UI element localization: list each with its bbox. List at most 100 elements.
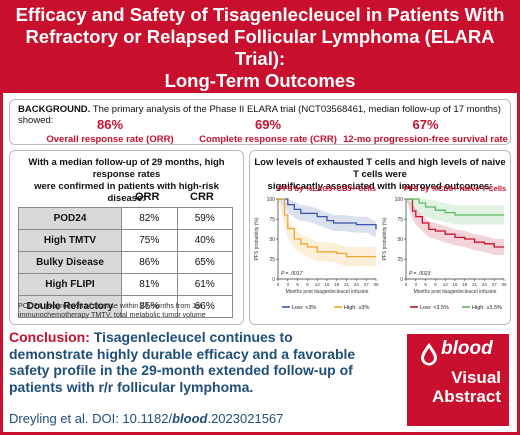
x-tick-label: 30 xyxy=(501,282,507,287)
x-tick-label: 9 xyxy=(434,282,437,287)
background-body: The primary analysis of the Phase II ELA… xyxy=(18,104,501,126)
citation-suffix: .2023021567 xyxy=(207,411,284,426)
conclusion-body: Tisagenlecleucel continues to demonstrat… xyxy=(9,329,356,395)
cell-crr: 59% xyxy=(176,207,233,230)
row-label: Bulky Disease xyxy=(18,251,122,274)
table-row: Bulky Disease 86% 65% xyxy=(18,251,233,274)
series-line xyxy=(278,198,376,258)
x-tick-label: 21 xyxy=(472,282,478,287)
row-label: POD24 xyxy=(18,207,122,230)
x-tick-label: 24 xyxy=(482,282,488,287)
badge-line-2: Abstract xyxy=(432,387,501,406)
table-row: POD24 82% 59% xyxy=(18,207,233,230)
y-tick-label: 0 xyxy=(272,277,275,283)
cell-orr: 82% xyxy=(121,207,178,230)
km-chart-2: PFS by %CD8+ Naive T-Cells PFS probabilit… xyxy=(382,184,507,311)
legend-label: Low: <3.5% xyxy=(420,305,449,311)
x-tick-label: 6 xyxy=(424,282,427,287)
ci-band xyxy=(406,199,504,255)
title-banner: Efficacy and Safety of Tisagenlecleucel … xyxy=(3,3,517,93)
p-value: P = .0017 xyxy=(281,271,303,277)
stat-pfs: 67% 12-mo progression-free survival rate xyxy=(338,117,513,145)
legend-label: High: ≥3.5% xyxy=(472,305,502,311)
x-tick-label: 18 xyxy=(462,282,468,287)
conclusion-label: Conclusion: xyxy=(9,329,90,345)
table-row: Double Refractory 85% 66% xyxy=(18,295,233,318)
footnote-line-2: immunochemotherapy TMTV, total metabolic… xyxy=(18,310,206,319)
chart-title: PFS by %CD8+ Naive T-Cells xyxy=(404,184,506,193)
series-line xyxy=(406,198,504,216)
stat-pfs-value: 67% xyxy=(412,117,439,132)
legend-label: Low: <3% xyxy=(292,305,316,311)
x-tick-label: 6 xyxy=(296,282,299,287)
km-chart-1: PFS by %LAG3+CD3+ Cells PFS probability (… xyxy=(254,184,379,311)
x-tick-label: 27 xyxy=(364,282,370,287)
cell-orr: 86% xyxy=(121,251,178,274)
x-tick-label: 0 xyxy=(405,282,408,287)
title-line-1: Efficacy and Safety of Tisagenlecleucel … xyxy=(15,4,505,25)
y-axis-label: PFS probability (%) xyxy=(382,217,388,260)
col-header-orr: ORR xyxy=(135,191,160,203)
x-tick-label: 12 xyxy=(315,282,321,287)
biomarker-heading-line-1: Low levels of exhausted T cells and high… xyxy=(254,157,506,180)
col-header-crr: CRR xyxy=(190,191,214,203)
x-tick-label: 18 xyxy=(334,282,340,287)
x-tick-label: 0 xyxy=(277,282,280,287)
response-panel: With a median follow-up of 29 months, hi… xyxy=(9,150,244,325)
x-tick-label: 12 xyxy=(443,282,449,287)
response-heading-line-1: With a median follow-up of 29 months, hi… xyxy=(28,157,225,180)
table-row: High FLIPI 81% 61% xyxy=(18,273,233,296)
x-tick-label: 21 xyxy=(344,282,350,287)
chart-title: PFS by %LAG3+CD3+ Cells xyxy=(278,184,376,193)
table-footnote: POD24, progression of disease within 24 … xyxy=(18,301,240,319)
series-line xyxy=(278,198,377,230)
badge-line-1: Visual xyxy=(451,368,501,387)
series-line xyxy=(406,198,504,248)
x-tick-label: 15 xyxy=(452,282,458,287)
x-tick-label: 30 xyxy=(373,282,379,287)
y-tick-label: 25 xyxy=(269,257,275,263)
x-tick-label: 9 xyxy=(306,282,309,287)
table-row: High TMTV 75% 40% xyxy=(18,229,233,252)
stat-orr-value: 86% xyxy=(96,117,124,132)
badge-brand: blood xyxy=(441,338,493,359)
visual-abstract-badge: blood Visual Abstract xyxy=(407,334,509,426)
x-tick-label: 27 xyxy=(492,282,498,287)
y-axis-label: PFS probability (%) xyxy=(254,217,260,260)
background-label: BACKGROUND. xyxy=(18,104,91,115)
citation: Dreyling et al. DOI: 10.1182/blood.20230… xyxy=(9,411,283,426)
y-tick-label: 75 xyxy=(397,217,403,223)
km-charts: PFS by %LAG3+CD3+ Cells PFS probability (… xyxy=(254,184,507,311)
response-heading: With a median follow-up of 29 months, hi… xyxy=(14,157,239,205)
y-tick-label: 0 xyxy=(400,277,403,283)
legend-label: High: ≥3% xyxy=(344,305,369,311)
badge-title: Visual Abstract xyxy=(415,368,501,406)
stat-orr-label: Overall response rate (ORR) xyxy=(46,134,174,145)
blood-drop-icon xyxy=(421,343,437,366)
biomarker-heading: Low levels of exhausted T cells and high… xyxy=(254,157,506,193)
x-axis-label: Months post tisagenlecleucel infusion xyxy=(414,289,497,295)
response-heading-line-2: were confirmed in patients with high-ris… xyxy=(34,181,219,204)
stat-pfs-label: 12-mo progression-free survival rate xyxy=(343,134,508,145)
response-table: POD24 82% 59% High TMTV 75% 40% Bulky Di… xyxy=(18,207,233,318)
cell-orr: 81% xyxy=(121,273,178,296)
stat-crr: 69% Complete response rate (CRR) xyxy=(188,117,348,145)
x-tick-label: 24 xyxy=(354,282,360,287)
ci-band xyxy=(278,199,376,267)
row-label: Double Refractory xyxy=(18,295,122,318)
y-tick-label: 100 xyxy=(267,197,276,203)
biomarker-heading-line-2: significantly associated with improved o… xyxy=(267,181,493,192)
x-axis-label: Months post tisagenlecleucel infusion xyxy=(286,289,369,295)
x-tick-label: 3 xyxy=(415,282,418,287)
citation-authors: Dreyling et al. DOI: 10.1182/ xyxy=(9,411,173,426)
conclusion-block: Conclusion: Tisagenlecleucel continues t… xyxy=(9,329,369,429)
y-tick-label: 100 xyxy=(395,197,404,203)
citation-journal: blood xyxy=(172,411,208,426)
title-line-2: Refractory or Relapsed Follicular Lympho… xyxy=(25,26,495,69)
stat-crr-label: Complete response rate (CRR) xyxy=(199,134,337,145)
y-tick-label: 75 xyxy=(269,217,275,223)
row-label: High FLIPI xyxy=(18,273,122,296)
row-label: High TMTV xyxy=(18,229,122,252)
stat-orr: 86% Overall response rate (ORR) xyxy=(30,117,190,145)
